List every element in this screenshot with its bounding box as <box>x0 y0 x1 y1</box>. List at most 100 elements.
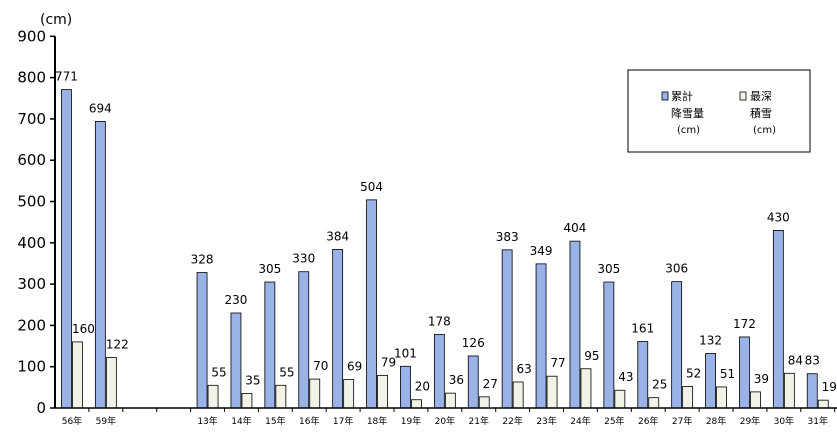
bar-max-depth <box>72 341 83 409</box>
data-label-total-snowfall: 694 <box>89 101 112 115</box>
data-label-max-depth: 43 <box>618 370 633 384</box>
bar-total-snowfall <box>739 336 750 409</box>
data-label-max-depth: 20 <box>415 380 430 394</box>
data-label-max-depth: 79 <box>381 355 396 369</box>
data-label-total-snowfall: 132 <box>699 333 722 347</box>
data-label-max-depth: 36 <box>449 373 464 387</box>
y-tick-label: 200 <box>17 316 46 334</box>
data-label-total-snowfall: 349 <box>530 244 553 258</box>
bar-max-depth <box>750 391 761 409</box>
y-tick-label: 700 <box>17 110 46 128</box>
bar-total-snowfall <box>196 272 208 409</box>
bar-max-depth <box>444 392 456 409</box>
data-label-max-depth: 27 <box>483 377 498 391</box>
data-label-total-snowfall: 172 <box>733 317 756 331</box>
bar-max-depth <box>614 389 626 409</box>
bar-total-snowfall <box>501 249 513 409</box>
bar-total-snowfall <box>806 373 818 409</box>
x-tick-label: 23年 <box>536 415 556 427</box>
x-tick-label: 31年 <box>808 415 828 427</box>
x-tick-label: 14年 <box>231 415 251 427</box>
data-label-total-snowfall: 126 <box>462 336 485 350</box>
bar-max-depth <box>648 397 660 409</box>
legend-label-total-1: 累計 <box>671 89 693 103</box>
bar-total-snowfall <box>535 263 547 409</box>
bar-total-snowfall <box>94 120 106 409</box>
y-tick-label: 300 <box>17 275 46 293</box>
bar-max-depth <box>105 357 117 409</box>
bar-total-snowfall <box>298 271 310 409</box>
data-label-total-snowfall: 161 <box>631 322 654 336</box>
data-label-total-snowfall: 430 <box>767 210 790 224</box>
data-label-max-depth: 55 <box>211 365 226 379</box>
y-tick-label: 100 <box>17 358 46 376</box>
legend-label-depth-unit: (cm) <box>753 125 776 136</box>
bar-max-depth <box>275 384 287 409</box>
data-label-total-snowfall: 83 <box>805 354 820 368</box>
x-tick-label: 16年 <box>299 415 319 427</box>
y-tick-label: 500 <box>17 193 46 211</box>
y-unit-label: (cm) <box>40 12 72 28</box>
data-label-total-snowfall: 178 <box>428 314 451 328</box>
x-tick-label: 17年 <box>333 415 353 427</box>
bar-max-depth <box>546 375 558 409</box>
x-tick-label: 13年 <box>197 415 217 427</box>
x-tick-label: 20年 <box>435 415 455 427</box>
x-tick-label: 19年 <box>401 415 421 427</box>
bar-max-depth <box>512 381 524 409</box>
x-tick-label: 24年 <box>570 415 590 427</box>
bar-total-snowfall <box>705 353 716 409</box>
x-tick-label: 28年 <box>706 415 726 427</box>
bar-total-snowfall <box>264 281 276 409</box>
data-label-max-depth: 122 <box>106 338 129 352</box>
data-label-max-depth: 160 <box>72 322 95 336</box>
data-label-total-snowfall: 306 <box>665 262 688 276</box>
data-label-max-depth: 52 <box>686 367 701 381</box>
x-tick-label: 15年 <box>265 415 285 427</box>
x-tick-label: 30年 <box>774 415 794 427</box>
data-label-max-depth: 19 <box>822 380 837 394</box>
bar-total-snowfall <box>366 199 377 409</box>
x-tick-label: 59年 <box>96 415 116 427</box>
bar-max-depth <box>377 374 388 409</box>
data-label-total-snowfall: 330 <box>292 252 315 266</box>
bar-total-snowfall <box>61 89 72 409</box>
x-tick-label: 21年 <box>469 415 489 427</box>
legend-swatch-max-depth <box>739 91 747 101</box>
bar-total-snowfall <box>433 334 445 409</box>
data-label-total-snowfall: 305 <box>258 262 281 276</box>
x-tick-label: 27年 <box>672 415 692 427</box>
y-tick-label: 400 <box>17 234 46 252</box>
bar-max-depth <box>783 372 795 409</box>
y-tick-label: 600 <box>17 151 46 169</box>
data-label-total-snowfall: 771 <box>55 70 78 84</box>
bar-total-snowfall <box>603 281 615 409</box>
bar-max-depth <box>580 368 592 409</box>
legend-swatch-total-snowfall <box>661 91 669 101</box>
data-label-total-snowfall: 230 <box>224 293 247 307</box>
bar-max-depth <box>478 396 490 409</box>
x-tick-label: 29年 <box>740 415 760 427</box>
legend-label-depth-1: 最深 <box>750 90 772 103</box>
y-tick-label: 0 <box>36 399 46 417</box>
data-label-total-snowfall: 305 <box>597 262 620 276</box>
data-label-total-snowfall: 404 <box>563 221 586 235</box>
bar-max-depth <box>309 378 321 409</box>
legend: 累計 降雪量 (cm) 最深 積雪 (cm) <box>627 69 811 153</box>
bar-max-depth <box>411 399 422 409</box>
data-label-total-snowfall: 101 <box>394 346 417 360</box>
x-tick-label: 25年 <box>604 415 624 427</box>
data-label-max-depth: 77 <box>550 356 565 370</box>
data-label-max-depth: 84 <box>788 353 803 367</box>
legend-box <box>627 69 811 153</box>
bar-total-snowfall <box>400 365 411 409</box>
bar-max-depth <box>207 384 219 409</box>
y-axis: 0 100 200 300 400 500 600 700 800 900 <box>17 27 56 417</box>
data-label-total-snowfall: 384 <box>326 229 349 243</box>
bar-max-depth <box>343 379 355 409</box>
legend-label-total-unit: (cm) <box>677 125 700 136</box>
bar-total-snowfall <box>671 281 683 409</box>
y-tick-label: 900 <box>17 27 46 45</box>
bar-total-snowfall <box>772 230 784 409</box>
x-tick-label: 26年 <box>638 415 658 427</box>
